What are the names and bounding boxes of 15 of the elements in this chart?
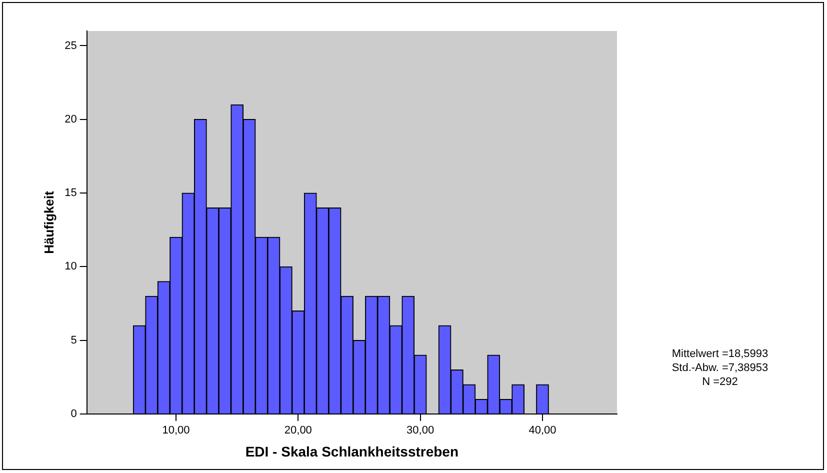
y-tick-label: 0: [70, 408, 77, 420]
text: N =292: [701, 375, 739, 389]
y-tick-label: 15: [64, 187, 77, 200]
y-axis-title: Häufigkeit: [41, 190, 56, 254]
x-tick-label: 10,00: [162, 424, 190, 437]
x-axis-title: EDI - Skala Schlankheitsstreben: [245, 443, 459, 460]
y-tick-label: 5: [70, 334, 77, 346]
text: Mittelwert =18,5993: [670, 347, 770, 361]
x-tick-label: 30,00: [406, 424, 434, 437]
text: Std.-Abw. =7,38953: [670, 361, 770, 375]
y-tick-label: 10: [64, 260, 77, 273]
x-tick-label: 40,00: [528, 424, 556, 437]
y-tick-label: 20: [64, 113, 77, 126]
x-tick-label: 20,00: [284, 424, 312, 437]
y-tick-label: 25: [64, 40, 77, 52]
